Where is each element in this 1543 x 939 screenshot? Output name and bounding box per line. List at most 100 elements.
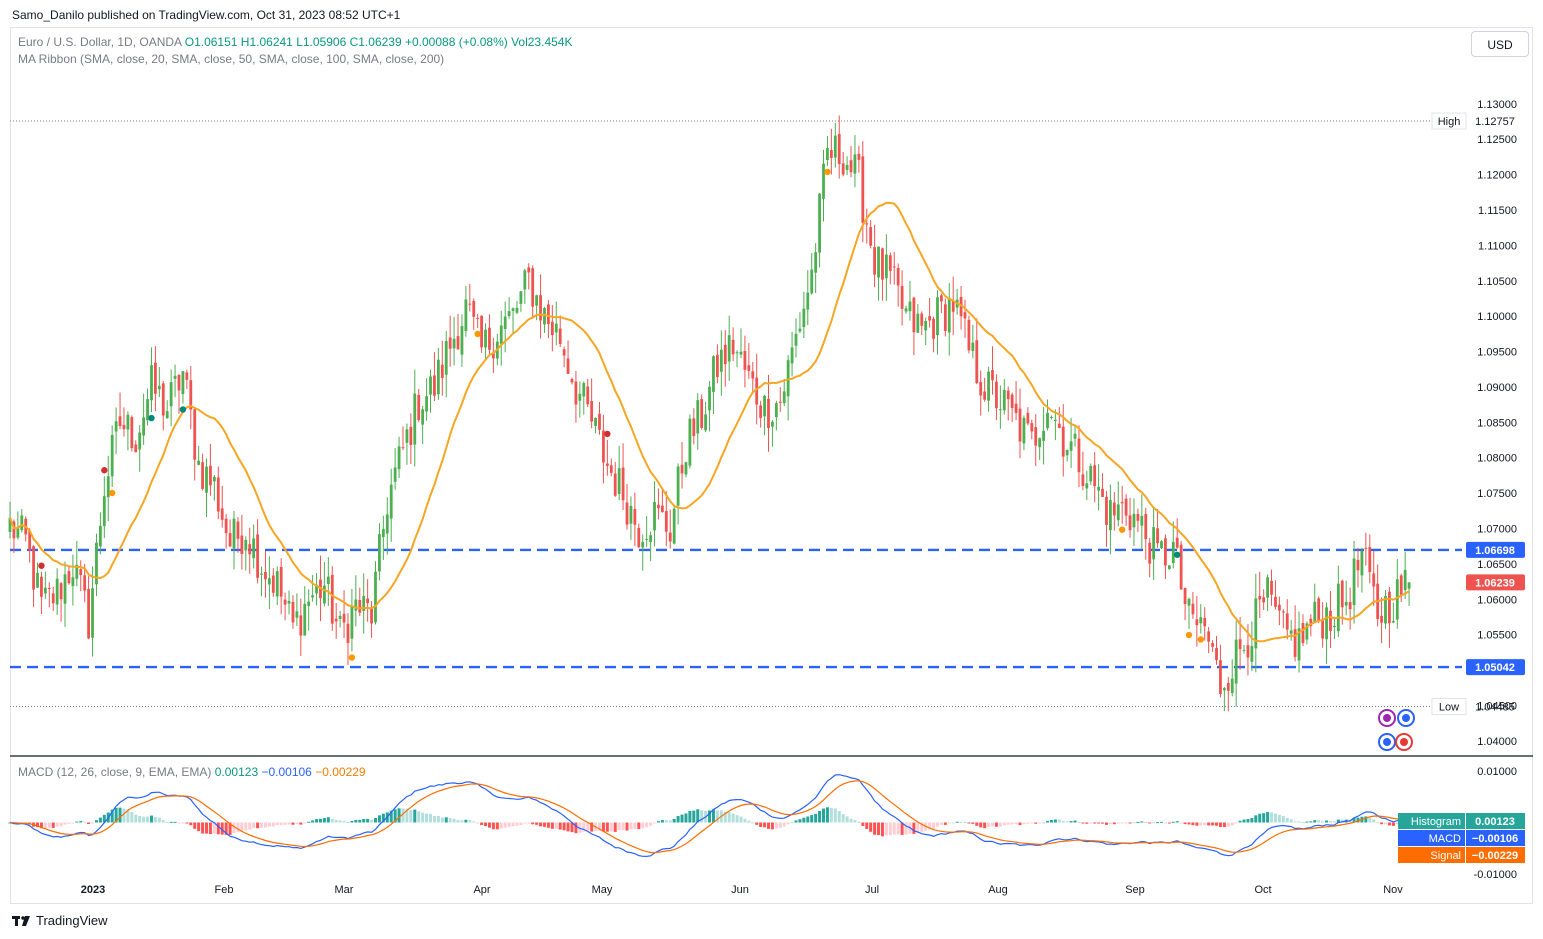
macd-hist-bar bbox=[739, 816, 743, 823]
candle-body bbox=[43, 587, 47, 594]
candle-body bbox=[884, 254, 888, 279]
price-tick-label: 1.06500 bbox=[1477, 559, 1517, 571]
candle-down bbox=[417, 388, 421, 423]
candle-body bbox=[299, 615, 303, 636]
macd-hist-bar bbox=[755, 822, 759, 825]
candle-body bbox=[1164, 538, 1167, 566]
candle-down bbox=[991, 346, 994, 395]
macd-hist-bar bbox=[267, 822, 271, 827]
macd-hist-bar bbox=[153, 816, 157, 823]
candle-down bbox=[1388, 586, 1391, 648]
candle-body bbox=[1344, 601, 1348, 606]
candle-down bbox=[932, 316, 935, 353]
macd-hist-bar bbox=[735, 815, 739, 823]
candle-body bbox=[590, 401, 594, 422]
candle-body bbox=[912, 297, 916, 333]
candle-body bbox=[55, 578, 59, 605]
level-label-top-bg bbox=[1466, 541, 1525, 558]
candle-body bbox=[1226, 683, 1230, 691]
candle-up bbox=[436, 347, 440, 400]
candle-body bbox=[511, 308, 515, 311]
candle-body bbox=[1258, 595, 1262, 600]
candle-body bbox=[177, 374, 181, 391]
candle-body bbox=[853, 154, 857, 174]
candle-up bbox=[1109, 484, 1112, 555]
macd-tag-name-bg-signal bbox=[1398, 847, 1465, 863]
candle-body bbox=[1120, 502, 1124, 504]
candle-down bbox=[767, 374, 770, 452]
macd-hist-bar bbox=[1301, 822, 1305, 824]
macd-hist-bar bbox=[1156, 822, 1160, 824]
macd-hist-bar bbox=[59, 822, 63, 827]
macd-hist-bar bbox=[185, 822, 189, 824]
candle-up bbox=[936, 290, 939, 355]
macd-hist-bar bbox=[114, 807, 118, 823]
candle-body bbox=[692, 418, 696, 437]
candle-body bbox=[252, 538, 256, 559]
macd-hist-bar bbox=[1144, 821, 1148, 823]
footer-brand: TradingView bbox=[12, 913, 108, 928]
macd-tag-value-bg-histogram bbox=[1466, 813, 1525, 829]
macd-hist-bar bbox=[71, 822, 75, 824]
candle-body bbox=[605, 463, 609, 466]
candle-body bbox=[684, 462, 688, 475]
candle-down bbox=[829, 128, 833, 175]
candle-down bbox=[940, 293, 943, 314]
macd-hist-bar bbox=[1042, 822, 1046, 824]
candle-up bbox=[1160, 539, 1163, 549]
candle-up bbox=[1171, 521, 1175, 569]
candle-down bbox=[1081, 451, 1085, 491]
candle-down bbox=[40, 571, 43, 615]
candle-down bbox=[531, 265, 535, 319]
macd-hist-bar bbox=[1191, 822, 1195, 826]
candle-body bbox=[421, 409, 425, 425]
candle-body bbox=[586, 386, 590, 405]
candle-body bbox=[1297, 628, 1301, 661]
macd-hist-bar bbox=[263, 822, 267, 828]
macd-hist-bar bbox=[1187, 822, 1191, 825]
macd-hist-bar bbox=[370, 819, 374, 823]
macd-hist-bar bbox=[480, 822, 484, 826]
macd-hist-bar bbox=[743, 818, 747, 823]
macd-hist-bar bbox=[1356, 817, 1360, 823]
macd-tick-label: 0.01000 bbox=[1477, 766, 1517, 778]
macd-hist-bar bbox=[727, 811, 731, 823]
candle-down bbox=[967, 315, 971, 354]
candle-body bbox=[837, 134, 841, 164]
macd-hist-bar bbox=[535, 822, 539, 825]
price-tick-label: 1.05500 bbox=[1477, 630, 1517, 642]
candle-down bbox=[1077, 425, 1081, 488]
macd-hist-bar bbox=[586, 822, 590, 832]
macd-hist-bar bbox=[358, 819, 362, 823]
currency-button[interactable]: USD bbox=[1471, 31, 1529, 57]
candle-body bbox=[1026, 412, 1030, 424]
candle-body bbox=[114, 421, 118, 432]
candle-down bbox=[1329, 591, 1332, 649]
macd-hist-bar bbox=[1203, 822, 1207, 826]
candle-body bbox=[1333, 625, 1336, 628]
macd-hist-bar bbox=[326, 817, 330, 823]
candle-down bbox=[751, 361, 755, 394]
macd-hist-bar bbox=[47, 822, 51, 828]
macd-hist-bar bbox=[67, 822, 71, 824]
macd-hist-bar bbox=[43, 822, 47, 829]
macd-hist-bar bbox=[503, 822, 507, 828]
macd-hist-bar bbox=[1065, 821, 1069, 823]
macd-hist-bar bbox=[1238, 820, 1242, 823]
price-tick-label: 1.04000 bbox=[1477, 736, 1517, 748]
candle-down bbox=[1124, 494, 1128, 526]
macd-tick-label: -0.01000 bbox=[1474, 869, 1517, 881]
last-price-label-bg bbox=[1466, 574, 1525, 591]
candle-down bbox=[240, 514, 244, 570]
candle-body bbox=[67, 571, 71, 584]
candle-body bbox=[1112, 502, 1116, 516]
candle-down bbox=[228, 519, 232, 548]
macd-hist-bar bbox=[550, 822, 554, 829]
price-tick-label: 1.06000 bbox=[1477, 594, 1517, 606]
candle-down bbox=[586, 379, 590, 408]
candle-body bbox=[1262, 597, 1266, 603]
candle-body bbox=[633, 509, 637, 525]
ohlc-open: O1.06151 bbox=[184, 35, 238, 49]
candle-body bbox=[503, 316, 507, 330]
